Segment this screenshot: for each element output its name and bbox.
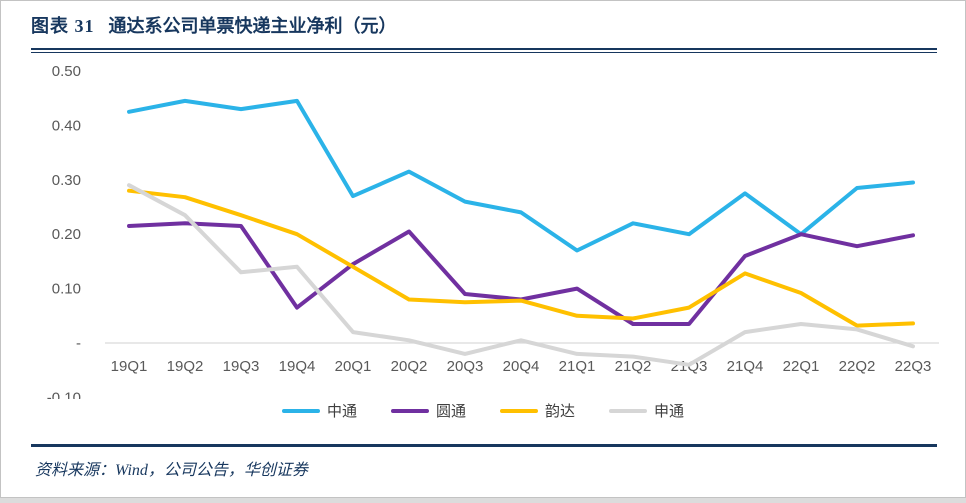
- y-axis-tick-label: -: [76, 335, 81, 352]
- legend-item-yuantong: 圆通: [390, 400, 466, 421]
- x-axis-tick-label: 22Q1: [783, 358, 820, 375]
- series-line-zhongtong: [127, 98, 915, 253]
- chart-area: 0.50 0.40 0.30 0.20 0.10 - -0.10 19Q1 19Q2 19Q3 19…: [1, 56, 966, 406]
- x-axis-tick-label: 22Q2: [839, 358, 876, 375]
- legend-label-yuantong: 圆通: [435, 403, 466, 420]
- x-axis-tick-label: 20Q2: [391, 358, 428, 375]
- x-axis-tick-label: 20Q4: [503, 358, 540, 375]
- x-axis-tick-label: 21Q2: [615, 358, 652, 375]
- source-rule: [31, 444, 937, 447]
- y-axis-tick-label: 0.40: [52, 117, 81, 134]
- y-axis-tick-label: 0.30: [52, 172, 81, 189]
- line-chart: 0.50 0.40 0.30 0.20 0.10 - -0.10 19Q1 19Q2 19Q3 19…: [47, 63, 939, 406]
- figure-label: 图表 31: [31, 16, 95, 36]
- x-axis-tick-label: 19Q3: [223, 358, 260, 375]
- x-axis-tick-label: 19Q1: [111, 358, 148, 375]
- y-axis-tick-label: 0.10: [52, 281, 81, 298]
- x-axis-tick-label: 22Q3: [895, 358, 932, 375]
- legend-item-shentong: 申通: [609, 400, 684, 421]
- figure-header: 图表 31 通达系公司单票快递主业净利（元）: [31, 12, 935, 38]
- source-note: 资料来源：Wind，公司公告，华创证券: [35, 462, 308, 479]
- y-axis-tick-label: -0.10: [47, 389, 81, 399]
- x-axis-tick-label: 19Q4: [279, 358, 316, 375]
- x-axis-tick-label: 21Q4: [727, 358, 764, 375]
- legend-item-yunda: 韵达: [500, 400, 575, 421]
- x-axis-tick-label: 21Q1: [559, 358, 596, 375]
- series-line-yunda: [127, 188, 915, 328]
- y-axis-tick-label: 0.50: [52, 63, 81, 80]
- legend-swatch-yunda: [500, 408, 538, 413]
- x-axis-tick-label: 20Q3: [447, 358, 484, 375]
- figure-title: 通达系公司单票快递主业净利（元）: [108, 16, 397, 36]
- legend: 中通 圆通 韵达 申通: [1, 400, 965, 421]
- title-rule-thin: [31, 52, 937, 53]
- legend-label-shentong: 申通: [654, 403, 685, 420]
- series-line-shentong: [127, 183, 915, 367]
- legend-swatch-zhongtong: [281, 408, 320, 413]
- legend-label-zhongtong: 中通: [326, 403, 357, 420]
- title-rule-thick: [31, 48, 937, 50]
- legend-swatch-yuantong: [390, 408, 429, 413]
- x-axis-tick-label: 20Q1: [335, 358, 372, 375]
- legend-item-zhongtong: 中通: [281, 400, 357, 421]
- y-axis-tick-label: 0.20: [52, 226, 81, 243]
- x-axis-tick-label: 19Q2: [167, 358, 204, 375]
- legend-swatch-shentong: [609, 408, 648, 413]
- legend-label-yunda: 韵达: [545, 403, 576, 420]
